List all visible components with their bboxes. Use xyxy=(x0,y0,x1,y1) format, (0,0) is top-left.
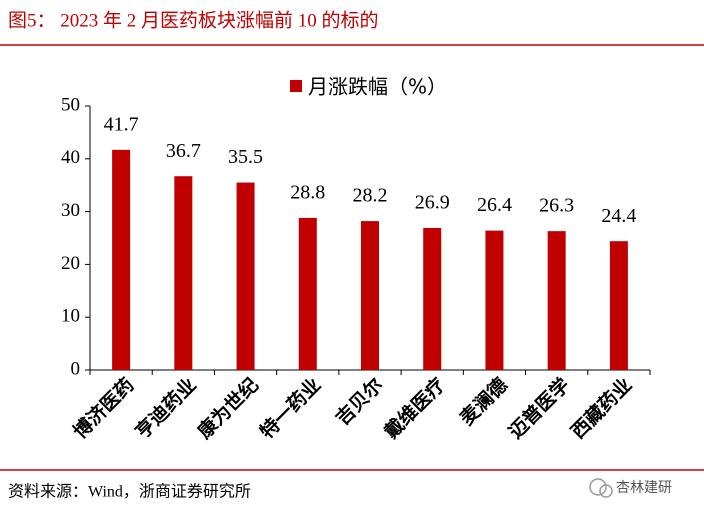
watermark: 杏林建研 xyxy=(616,480,672,496)
x-tick-label: 康为世纪 xyxy=(193,373,263,443)
y-tick-label: 40 xyxy=(61,147,80,168)
value-label: 26.9 xyxy=(415,192,450,214)
x-tick-label: 迈普医学 xyxy=(504,373,574,443)
legend-label: 月涨跌幅（%） xyxy=(308,75,447,99)
y-tick-label: 10 xyxy=(61,306,80,327)
x-tick-label: 特一药业 xyxy=(255,373,325,443)
value-label: 24.4 xyxy=(601,205,636,227)
bar xyxy=(485,230,504,370)
bar xyxy=(361,221,379,370)
bar xyxy=(298,217,317,370)
y-tick-label: 20 xyxy=(61,253,80,274)
value-label: 36.7 xyxy=(166,140,201,162)
value-label: 28.8 xyxy=(290,182,325,204)
x-tick-label: 麦澜德 xyxy=(455,373,512,430)
y-tick-label: 30 xyxy=(61,200,80,221)
source: 资料来源：Wind，浙商证券研究所 xyxy=(8,483,251,501)
bar xyxy=(609,241,628,370)
x-tick-label: 戴维医疗 xyxy=(380,373,450,443)
bar xyxy=(174,176,193,370)
value-label: 41.7 xyxy=(104,113,139,135)
value-label: 26.4 xyxy=(477,194,512,216)
value-label: 35.5 xyxy=(228,146,263,168)
bar xyxy=(236,182,255,370)
value-label: 28.2 xyxy=(353,185,388,207)
bar xyxy=(547,231,566,370)
value-label: 26.3 xyxy=(539,195,574,217)
bar xyxy=(423,227,442,370)
x-tick-label: 西藏药业 xyxy=(566,373,636,443)
x-tick-label: 亨迪药业 xyxy=(131,373,201,443)
chart-title: 图5： 2023 年 2 月医药板块涨幅前 10 的标的 xyxy=(8,9,379,31)
watermark-icon xyxy=(589,478,613,498)
legend-swatch xyxy=(290,80,302,92)
x-tick-label: 吉贝尔 xyxy=(331,373,388,430)
bar xyxy=(112,149,131,370)
y-tick-label: 50 xyxy=(61,94,80,115)
x-tick-label: 博济医药 xyxy=(69,373,139,443)
y-tick-label: 0 xyxy=(71,358,81,379)
